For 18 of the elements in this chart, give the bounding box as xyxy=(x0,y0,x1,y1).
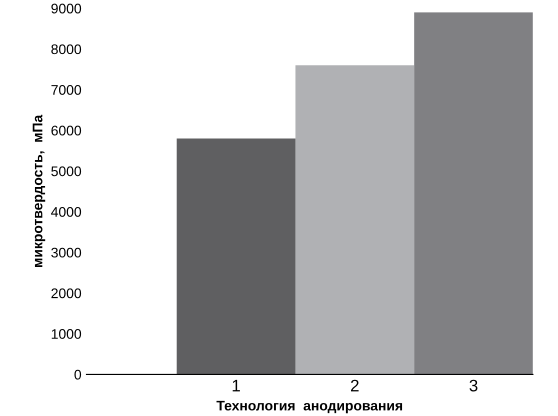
bar xyxy=(295,65,414,374)
y-tick-label: 9000 xyxy=(51,4,82,14)
y-tick-label: 3000 xyxy=(51,248,82,258)
y-tick-label: 4000 xyxy=(51,207,82,217)
y-tick-label: 6000 xyxy=(51,126,82,136)
bar xyxy=(414,12,533,374)
y-tick-label: 2000 xyxy=(51,288,82,298)
bar xyxy=(176,138,296,374)
x-axis-title: Технология анодирования xyxy=(216,400,402,414)
x-tick-label: 1 xyxy=(232,380,240,392)
y-tick-label: 0 xyxy=(74,370,82,380)
x-tick-label: 3 xyxy=(470,380,478,392)
y-axis-title: микротвердость, мПа xyxy=(32,114,46,267)
x-tick-label: 2 xyxy=(351,380,359,392)
y-tick-label: 7000 xyxy=(51,85,82,95)
y-tick-label: 8000 xyxy=(51,44,82,54)
y-tick-label: 5000 xyxy=(51,166,82,176)
y-tick-label: 1000 xyxy=(52,329,82,339)
